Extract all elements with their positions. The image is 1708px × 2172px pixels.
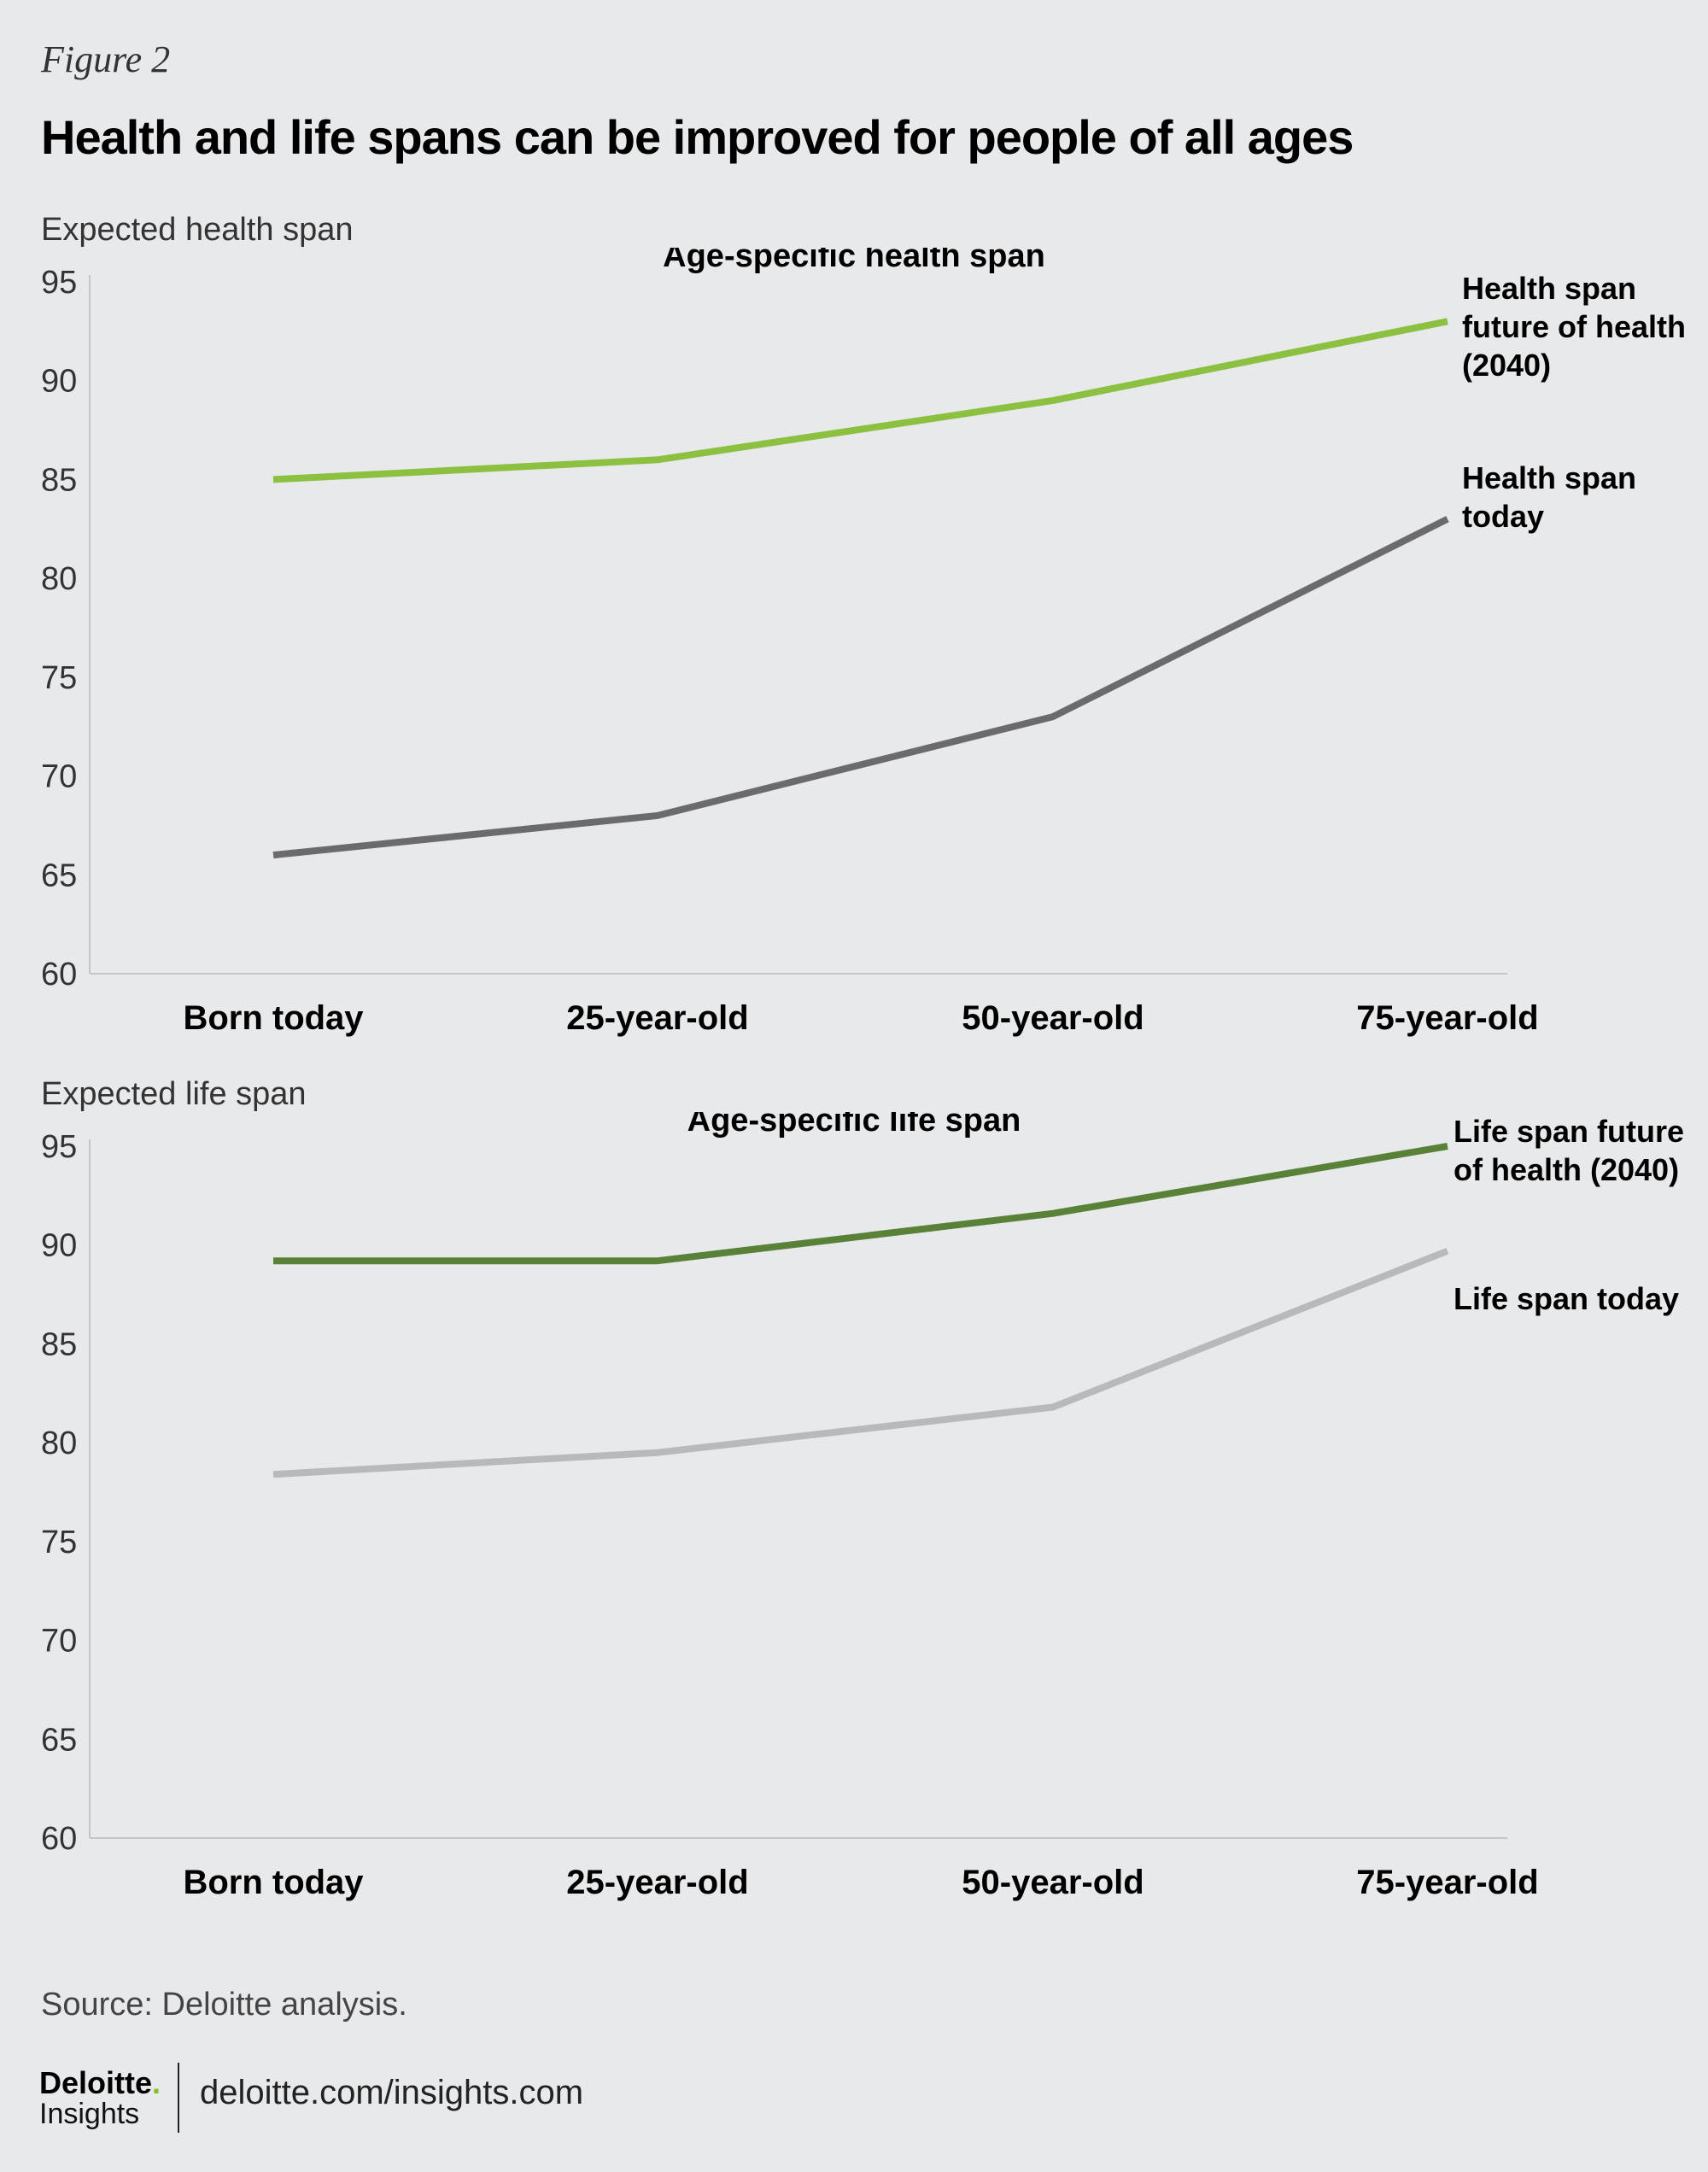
series-line	[273, 1143, 1448, 1265]
y-tick-label: 85	[41, 1326, 77, 1362]
x-tick-label: 50-year-old	[962, 1864, 1144, 1901]
y-tick-label: 90	[41, 364, 77, 400]
series-label: Health span	[1462, 271, 1636, 306]
y-tick-label: 80	[41, 1426, 77, 1461]
series-label: today	[1462, 499, 1544, 534]
series-line	[272, 1247, 1449, 1478]
series-label: Life span today	[1454, 1281, 1679, 1316]
series-line	[272, 516, 1449, 859]
chart1-ylabel: Expected health span	[41, 212, 354, 248]
chart-title: Age-specific life span	[687, 1112, 1021, 1139]
y-tick-label: 65	[41, 858, 77, 893]
footer-divider	[178, 2063, 179, 2133]
y-tick-label: 90	[41, 1228, 77, 1264]
chart2-ylabel: Expected life span	[41, 1076, 307, 1112]
series-label: Life span future	[1454, 1114, 1684, 1149]
page-title: Health and life spans can be improved fo…	[41, 110, 1354, 164]
y-tick-label: 75	[41, 660, 77, 696]
y-tick-label: 60	[41, 957, 77, 992]
figure-label: Figure 2	[41, 38, 171, 80]
footer-url-link[interactable]: deloitte.com/insights.com	[200, 2074, 584, 2111]
y-tick-label: 60	[41, 1821, 77, 1857]
y-tick-label: 65	[41, 1722, 77, 1758]
x-tick-label: 50-year-old	[962, 999, 1144, 1037]
series-label: future of health	[1462, 309, 1686, 344]
x-tick-label: 25-year-old	[566, 999, 748, 1037]
y-tick-label: 80	[41, 561, 77, 597]
y-tick-label: 95	[41, 1129, 77, 1165]
x-tick-label: Born today	[183, 1864, 364, 1901]
series-label: (2040)	[1462, 348, 1551, 383]
logo-dot: .	[152, 2065, 161, 2100]
life-span-chart: 95 90 85 80 75 70 65 60 Born today 25-year-old 50-…	[41, 1112, 1684, 1901]
x-tick-label: 25-year-old	[566, 1864, 748, 1901]
x-tick-label: 75-year-old	[1356, 1864, 1538, 1901]
source-note: Source: Deloitte analysis.	[41, 1987, 407, 2023]
y-tick-label: 70	[41, 759, 77, 795]
y-tick-label: 75	[41, 1525, 77, 1560]
logo-brand-text: Deloitte	[39, 2065, 153, 2100]
logo-subtitle: Insights	[39, 2098, 140, 2130]
y-tick-label: 95	[41, 265, 77, 301]
series-line	[272, 318, 1448, 483]
y-tick-label: 70	[41, 1624, 77, 1660]
deloitte-logo[interactable]: Deloitte.	[39, 2065, 161, 2101]
series-label: of health (2040)	[1454, 1152, 1679, 1187]
x-tick-label: 75-year-old	[1356, 999, 1538, 1037]
y-tick-label: 85	[41, 462, 77, 498]
series-label: Health span	[1462, 460, 1636, 495]
chart-title: Age-specific health span	[663, 248, 1045, 274]
health-span-chart: 95 90 85 80 75 70 65 60 Born today 25-year-old 50-…	[41, 248, 1686, 1037]
x-tick-label: Born today	[183, 999, 364, 1037]
